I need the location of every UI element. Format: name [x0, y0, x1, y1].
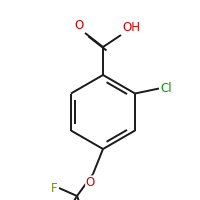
Text: O: O [86, 176, 95, 189]
Text: OH: OH [122, 21, 140, 34]
Text: Cl: Cl [160, 82, 172, 95]
Text: F: F [51, 182, 58, 194]
Text: O: O [75, 19, 84, 32]
